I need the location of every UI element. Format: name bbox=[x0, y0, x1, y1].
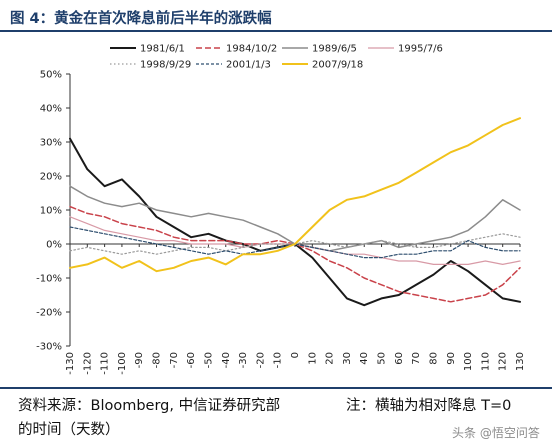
x-tick-label: 50 bbox=[377, 352, 388, 365]
y-tick-label: -30% bbox=[36, 342, 62, 353]
x-tick-label: 20 bbox=[325, 352, 336, 365]
watermark: 头条 @悟空问答 bbox=[452, 426, 540, 440]
footer-divider bbox=[0, 387, 552, 389]
legend-label: 1998/9/29 bbox=[140, 60, 191, 71]
x-tick-label: 80 bbox=[428, 352, 439, 365]
x-tick-label: -90 bbox=[134, 352, 145, 368]
x-tick-label: -40 bbox=[221, 352, 232, 368]
y-tick-label: 20% bbox=[40, 172, 62, 183]
y-tick-label: 50% bbox=[40, 70, 62, 81]
legend-label: 1995/7/6 bbox=[398, 44, 443, 55]
source-text: 资料来源：Bloomberg, 中信证券研究部 bbox=[18, 398, 281, 414]
legend-label: 1989/6/5 bbox=[312, 44, 357, 55]
series-line bbox=[69, 226, 521, 259]
legend-label: 1984/10/2 bbox=[226, 44, 277, 55]
x-tick-label: 10 bbox=[307, 352, 318, 365]
x-tick-label: -100 bbox=[117, 352, 128, 375]
x-tick-label: 90 bbox=[446, 352, 457, 365]
x-tick-label: 40 bbox=[359, 352, 370, 365]
line-chart: -30% -20% -10% 0% 10% 20% 30% 40% 50% -130 -120 -11… bbox=[36, 44, 526, 375]
series-line bbox=[69, 216, 521, 265]
legend-label: 2001/1/3 bbox=[226, 60, 271, 71]
x-tick-label: 60 bbox=[394, 352, 405, 365]
legend-label: 2007/9/18 bbox=[312, 60, 363, 71]
x-tick-label: -70 bbox=[169, 352, 180, 368]
x-tick-label: -80 bbox=[152, 352, 163, 368]
x-tick-label: -20 bbox=[255, 352, 266, 368]
y-tick-label: 40% bbox=[40, 104, 62, 115]
y-tick-label: -20% bbox=[36, 308, 62, 319]
x-tick-label: -120 bbox=[82, 352, 93, 375]
x-tick-label: 30 bbox=[342, 352, 353, 365]
series-line bbox=[69, 137, 521, 307]
legend-label: 1981/6/1 bbox=[140, 44, 185, 55]
y-tick-label: 30% bbox=[40, 138, 62, 149]
y-tick-label: 10% bbox=[40, 206, 62, 217]
y-tick-label: 0% bbox=[46, 240, 62, 251]
x-tick-label: -50 bbox=[203, 352, 214, 368]
x-tick-label: 120 bbox=[498, 352, 509, 371]
x-tick-label: -60 bbox=[186, 352, 197, 368]
x-tick-label: 0 bbox=[290, 352, 301, 358]
series-line bbox=[69, 205, 521, 303]
note-text: 注：横轴为相对降息 T=0 bbox=[346, 398, 512, 414]
x-tick-label: -110 bbox=[100, 352, 111, 375]
x-tick-label: 70 bbox=[411, 352, 422, 365]
x-tick-label: 110 bbox=[480, 352, 491, 371]
page-title: 图 4：黄金在首次降息前后半年的涨跌幅 bbox=[10, 11, 272, 27]
x-tick-label: 130 bbox=[515, 352, 526, 371]
x-tick-label: -10 bbox=[273, 352, 284, 368]
title-divider bbox=[0, 30, 552, 32]
y-tick-label: -10% bbox=[36, 274, 62, 285]
series-line bbox=[69, 117, 521, 273]
x-tick-label: -130 bbox=[65, 352, 76, 375]
x-tick-label: -30 bbox=[238, 352, 249, 368]
x-tick-label: 100 bbox=[463, 352, 474, 371]
note-text-line2: 的时间（天数） bbox=[18, 422, 120, 438]
title-bar: 图 4：黄金在首次降息前后半年的涨跌幅 bbox=[0, 0, 552, 30]
